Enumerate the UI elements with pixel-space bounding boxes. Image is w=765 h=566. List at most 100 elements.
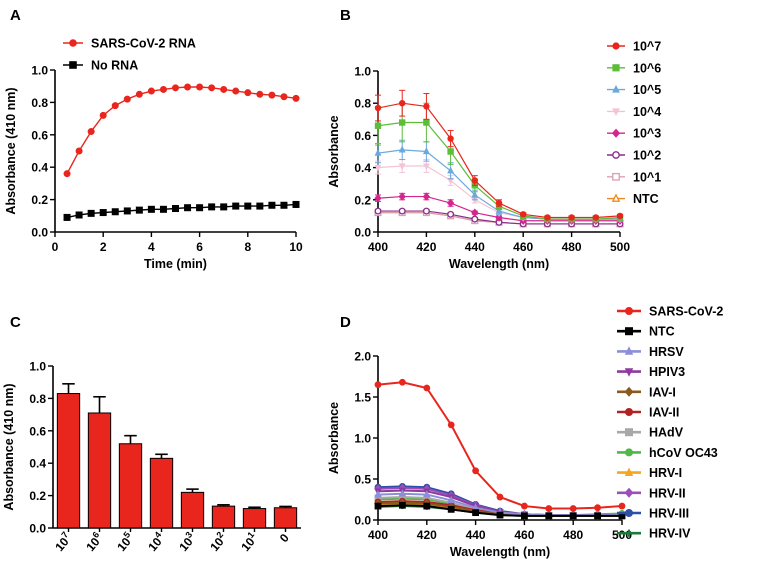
panel-b-point-10^6 — [398, 119, 406, 126]
panel-d-legend-marker — [624, 487, 634, 498]
panel-d-point-HRSV — [398, 489, 407, 497]
panel-d-point-NTC — [545, 512, 553, 520]
panel-d-ytick-label: 2.0 — [354, 350, 371, 364]
panel-d-point-SARS-CoV-2 — [374, 381, 382, 389]
panel-d-point-NTC — [374, 502, 382, 510]
panel-b-ytick-label: 0.6 — [354, 129, 371, 143]
panel-b-legend-item: 10^6 — [607, 61, 661, 75]
panel-b-point-10^6 — [423, 119, 430, 126]
panel-d-legend-item: HRV-III — [617, 507, 689, 521]
panel-d-point-NTC — [472, 509, 480, 517]
panel-a-point-No RNA — [280, 201, 288, 209]
panel-b-legend-label: 10^3 — [633, 127, 661, 141]
panel-a-point-No RNA — [99, 209, 107, 217]
panel-d-point-HRSV — [374, 490, 382, 498]
panel-a-point-No RNA — [171, 205, 179, 213]
panel-d-point-SARS-CoV-2 — [618, 502, 626, 510]
panel-a-axes: 0.0 0.2 0.4 0.6 0.8 1.0 0 2 4 6 8 10 Time (min) Absor… — [4, 64, 303, 272]
panel-c-bar — [273, 507, 298, 529]
panel-c-ytick-label: 0.2 — [29, 489, 46, 503]
panel-d-point-SARS-CoV-2 — [569, 505, 577, 512]
panel-c-category-exponent: 6 — [90, 530, 101, 540]
panel-a-ytick-label: 0.6 — [31, 128, 48, 142]
panel-a-point-No RNA — [147, 205, 155, 213]
panel-a-point-No RNA — [87, 209, 95, 217]
panel-d-legend-label: HRV-I — [649, 466, 682, 480]
panel-b-point-10^3 — [374, 193, 382, 203]
panel-d-legend-label: NTC — [649, 325, 675, 339]
panel-b-point-10^3 — [471, 208, 479, 217]
panel-c-ytick-label: 1.0 — [29, 360, 46, 374]
panel-d-legend-item: IAV-II — [617, 406, 679, 420]
panel-a-series-SARS-CoV-2 RNA — [63, 83, 300, 178]
panel-c-ytick-label: 0.6 — [29, 424, 46, 438]
panel-c-bar — [118, 443, 143, 529]
panel-c-category-label: 0 — [277, 531, 292, 545]
panel-d-point-HRSV — [423, 490, 431, 498]
panel-c-bar-group: 104 — [145, 453, 174, 554]
panel-d-xtick-label: 420 — [417, 528, 437, 542]
panel-a-point-No RNA — [123, 207, 131, 215]
panel-a-point-SARS-CoV-2 RNA — [220, 85, 228, 93]
panel-b-point-10^3 — [446, 198, 455, 208]
panel-a-point-SARS-CoV-2 RNA — [196, 83, 204, 91]
panel-d-series-SARS-CoV-2 — [374, 378, 626, 512]
panel-b-xtick-label: 460 — [513, 240, 533, 254]
panel-b-legend-label: NTC — [633, 192, 659, 206]
panel-a-point-SARS-CoV-2 RNA — [292, 94, 300, 102]
panel-d-point-SARS-CoV-2 — [545, 505, 553, 512]
panel-a-point-No RNA — [268, 201, 276, 209]
panel-d-legend-label: HRSV — [649, 345, 684, 359]
panel-a-point-SARS-CoV-2 RNA — [147, 87, 155, 95]
panel-a-point-SARS-CoV-2 RNA — [280, 93, 288, 101]
panel-a-ytick-label: 0.8 — [31, 96, 48, 110]
panel-a-point-SARS-CoV-2 RNA — [87, 128, 95, 136]
panel-d-point-NTC — [423, 502, 431, 510]
panel-a-point-SARS-CoV-2 RNA — [123, 95, 131, 103]
panel-b-point-10^6 — [447, 148, 454, 155]
panel-b-point-10^7 — [520, 211, 527, 218]
panel-d-point-SARS-CoV-2 — [398, 378, 406, 386]
panel-a-legend-label: SARS-CoV-2 RNA — [91, 37, 196, 51]
panel-c-category-exponent: 5 — [121, 530, 132, 540]
panel-a-point-No RNA — [232, 202, 240, 210]
panel-c-category-label: 107 — [51, 530, 75, 554]
panel-b-legend-item: 10^1 — [607, 170, 661, 184]
panel-a-point-No RNA — [184, 204, 192, 212]
panel-b-legend-label: 10^6 — [633, 61, 661, 75]
panel-d-ytick-label: 1.0 — [354, 432, 371, 446]
panel-c-category-exponent: 7 — [59, 530, 70, 540]
panel-b-point-10^4 — [374, 164, 382, 172]
panel-a-plot-area — [63, 83, 300, 221]
panel-b-x-axis-title: Wavelength (nm) — [449, 257, 549, 271]
panel-b-point-10^2 — [447, 210, 455, 218]
panel-a-point-SARS-CoV-2 RNA — [268, 91, 276, 99]
panel-d-legend-item: IAV-I — [617, 385, 676, 399]
panel-b-point-10^4 — [398, 163, 406, 171]
panel-a-line-SARS-CoV-2 RNA — [66, 86, 297, 175]
panel-d-x-axis-title: Wavelength (nm) — [450, 545, 550, 559]
panel-b-ytick-label: 0.2 — [354, 193, 371, 207]
panel-b-legend-marker — [612, 84, 620, 93]
panel-b-legend-marker — [611, 193, 621, 202]
panel-c-bar-group: 107 — [51, 383, 81, 554]
panel-b-legend-item: NTC — [607, 192, 659, 206]
panel-c-bar — [211, 505, 236, 529]
panel-d-legend-label: HRV-III — [649, 507, 689, 521]
panel-d-line-SARS-CoV-2 — [377, 381, 623, 510]
panel-b-point-10^5 — [422, 147, 430, 155]
panel-a-point-SARS-CoV-2 RNA — [99, 111, 107, 119]
panel-b-point-10^2 — [398, 207, 406, 215]
panel-d-point-SARS-CoV-2 — [472, 467, 480, 475]
panel-b-legend-label: 10^5 — [633, 83, 661, 97]
panel-c-bar — [180, 491, 205, 529]
panel-b-legend-label: 10^7 — [633, 40, 661, 54]
panel-c-bar — [242, 508, 267, 529]
panel-d-legend: SARS-CoV-2 NTC HRSV HPIV3 IAV-I IAV-II HAdV hCo… — [617, 305, 723, 541]
panel-letter-a: A — [10, 7, 21, 24]
panel-d-xtick-label: 400 — [368, 528, 388, 542]
panel-a-point-No RNA — [63, 213, 71, 221]
panel-d-point-NTC — [569, 512, 577, 520]
panel-b-legend-label: 10^4 — [633, 105, 661, 119]
